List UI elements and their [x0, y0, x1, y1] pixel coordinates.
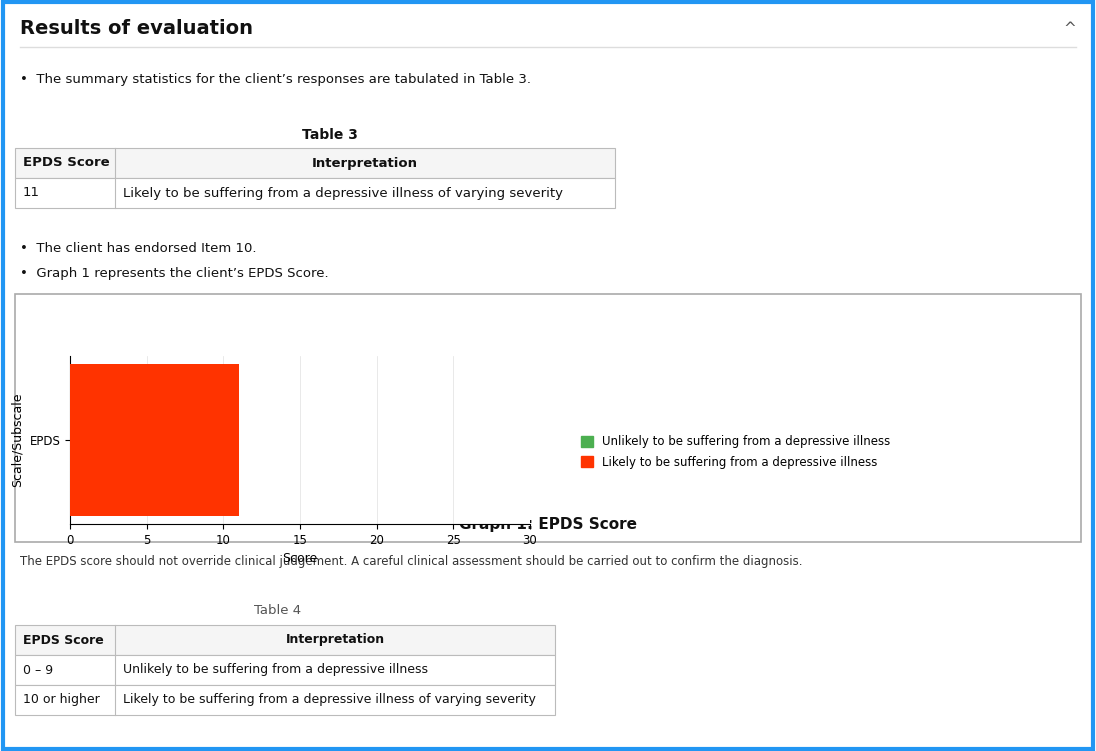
- Text: ^: ^: [1063, 20, 1076, 35]
- Text: Interpretation: Interpretation: [285, 634, 385, 647]
- FancyBboxPatch shape: [15, 625, 555, 655]
- Text: •  Graph 1 represents the client’s EPDS Score.: • Graph 1 represents the client’s EPDS S…: [20, 267, 329, 279]
- FancyBboxPatch shape: [15, 655, 555, 685]
- Text: •  The client has endorsed Item 10.: • The client has endorsed Item 10.: [20, 242, 256, 255]
- FancyBboxPatch shape: [15, 294, 1081, 542]
- Text: Unlikely to be suffering from a depressive illness: Unlikely to be suffering from a depressi…: [123, 663, 429, 677]
- Text: EPDS Score: EPDS Score: [23, 634, 104, 647]
- Text: Likely to be suffering from a depressive illness of varying severity: Likely to be suffering from a depressive…: [123, 186, 563, 200]
- Text: 10 or higher: 10 or higher: [23, 693, 100, 707]
- Text: Interpretation: Interpretation: [312, 156, 418, 170]
- Text: 11: 11: [23, 186, 39, 200]
- FancyBboxPatch shape: [15, 178, 615, 208]
- FancyBboxPatch shape: [15, 685, 555, 715]
- Text: Table 3: Table 3: [302, 128, 358, 142]
- Y-axis label: Scale/Subscale: Scale/Subscale: [11, 393, 24, 487]
- Bar: [70, 363, 239, 517]
- Legend: Unlikely to be suffering from a depressive illness, Likely to be suffering from : Unlikely to be suffering from a depressi…: [581, 436, 890, 469]
- Text: The EPDS score should not override clinical judgement. A careful clinical assess: The EPDS score should not override clini…: [20, 556, 802, 569]
- Text: 0 – 9: 0 – 9: [23, 663, 53, 677]
- Text: Likely to be suffering from a depressive illness of varying severity: Likely to be suffering from a depressive…: [123, 693, 536, 707]
- Text: Table 4: Table 4: [254, 604, 301, 617]
- Text: Results of evaluation: Results of evaluation: [20, 19, 253, 38]
- Text: EPDS Score: EPDS Score: [23, 156, 110, 170]
- Text: Graph 1: EPDS Score: Graph 1: EPDS Score: [459, 517, 637, 532]
- X-axis label: Score: Score: [283, 552, 318, 566]
- FancyBboxPatch shape: [15, 148, 615, 178]
- Text: •  The summary statistics for the client’s responses are tabulated in Table 3.: • The summary statistics for the client’…: [20, 74, 530, 86]
